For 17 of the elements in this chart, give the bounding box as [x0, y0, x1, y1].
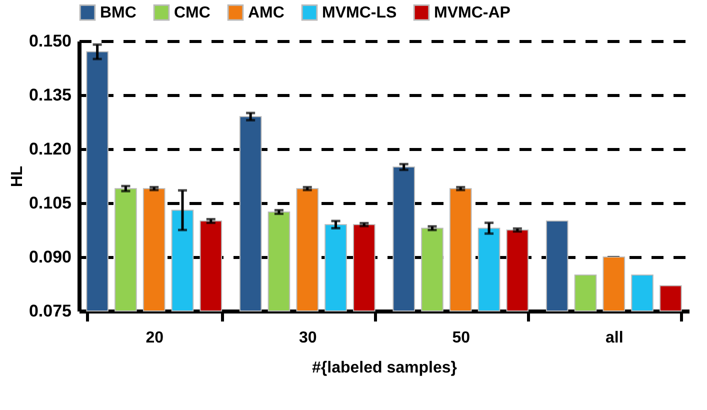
y-tick-label: 0.105 [28, 194, 72, 212]
legend-label: BMC [100, 4, 137, 22]
y-tick-label: 0.150 [28, 32, 72, 50]
legend-label: AMC [248, 4, 285, 22]
y-tick-label: 0.135 [28, 86, 72, 104]
x-tick-label: all [606, 330, 624, 346]
legend-label: MVMC-AP [434, 4, 511, 22]
y-tick-label: 0.090 [28, 248, 72, 266]
legend-label: MVMC-LS [322, 4, 397, 22]
x-tick-label: 30 [298, 330, 317, 346]
x-tick-label: 50 [452, 330, 470, 346]
y-axis-title: HL [8, 166, 26, 188]
x-tick-label: 20 [146, 330, 164, 346]
y-tick-label: 0.075 [28, 302, 72, 320]
legend-label: CMC [174, 4, 211, 22]
y-tick-label: 0.120 [28, 140, 72, 158]
x-axis-title: #{labeled samples} [312, 360, 457, 376]
